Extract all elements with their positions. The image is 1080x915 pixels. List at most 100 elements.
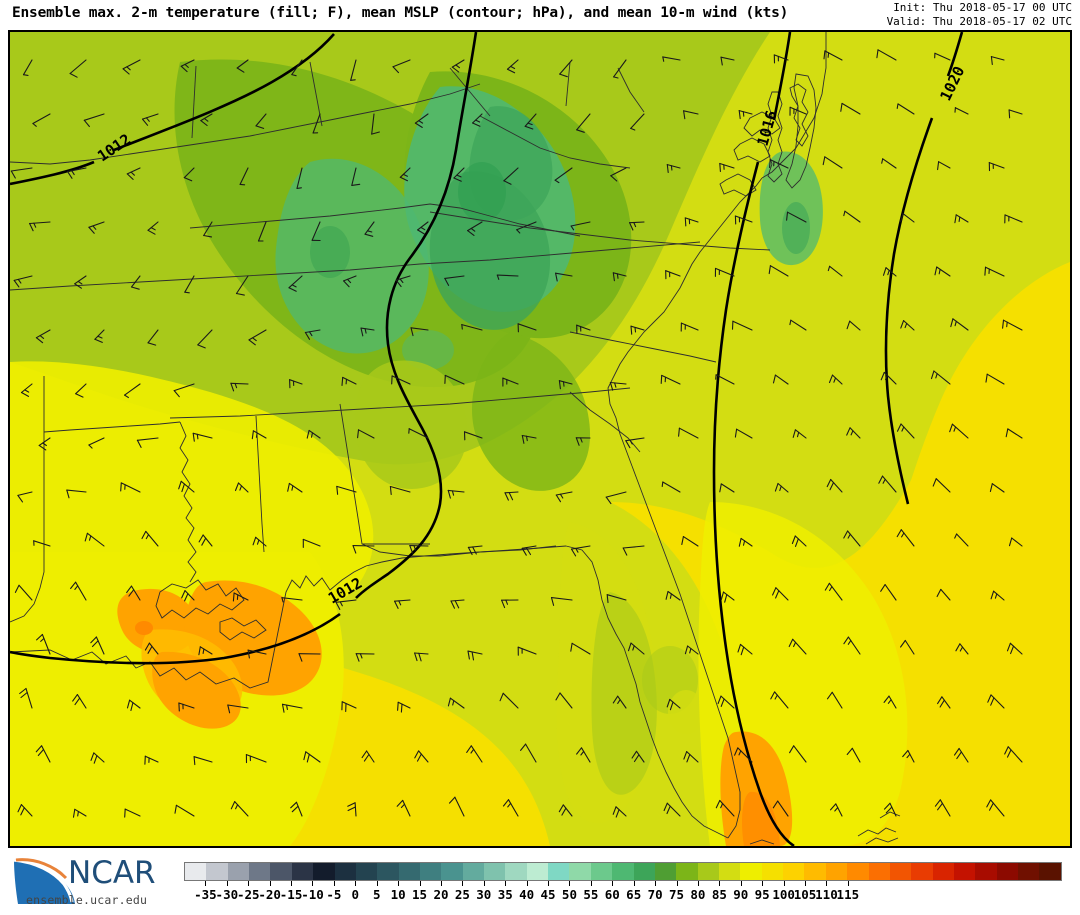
colorbar-tick bbox=[805, 881, 807, 886]
colorbar-tick bbox=[740, 881, 742, 886]
colorbar-cell bbox=[1018, 863, 1040, 880]
colorbar-cell bbox=[270, 863, 292, 880]
colorbar-tick bbox=[655, 881, 657, 886]
colorbar-tick bbox=[526, 881, 528, 886]
colorbar-cell bbox=[633, 863, 655, 880]
colorbar-cell bbox=[441, 863, 463, 880]
colorbar-strip bbox=[184, 862, 1062, 881]
colorbar-tick-label: 75 bbox=[669, 887, 685, 902]
colorbar-tick-labels: -35 -30 -25 -20 -15 -10 -5 0 5 10 15 20 25 30 35 40 45 50… bbox=[184, 887, 1062, 907]
colorbar-tick-label: -30 bbox=[215, 887, 239, 902]
colorbar-tick-label: 10 bbox=[390, 887, 406, 902]
colorbar-tick-label: 95 bbox=[754, 887, 770, 902]
colorbar-cell bbox=[355, 863, 378, 880]
ncar-logo[interactable]: NCAR ensemble.ucar.edu bbox=[6, 854, 174, 910]
colorbar-tick bbox=[676, 881, 678, 886]
header-bar: Ensemble max. 2-m temperature (fill; F),… bbox=[0, 0, 1080, 30]
colorbar-tick-label: 40 bbox=[519, 887, 535, 902]
colorbar-tick bbox=[248, 881, 250, 886]
colorbar-tick-label: 80 bbox=[690, 887, 706, 902]
colorbar-tick-label: 20 bbox=[433, 887, 449, 902]
colorbar-tick-label: 105 bbox=[793, 887, 817, 902]
colorbar-cell bbox=[847, 863, 869, 880]
ncar-wordmark: NCAR bbox=[68, 855, 156, 891]
map-panel[interactable]: 1012 1016 1020 1012 bbox=[8, 30, 1072, 848]
colorbar-tick bbox=[333, 881, 335, 886]
contour-1012-west-b bbox=[113, 33, 335, 152]
colorbar-cell bbox=[291, 863, 314, 880]
colorbar-tick-label: 45 bbox=[540, 887, 556, 902]
contour-1020-a bbox=[946, 32, 964, 77]
weather-map-svg: 1012 1016 1020 1012 bbox=[10, 32, 1070, 846]
colorbar-tick bbox=[612, 881, 614, 886]
colorbar-tick-label: -25 bbox=[236, 887, 260, 902]
colorbar-cell bbox=[868, 863, 890, 880]
colorbar-tick bbox=[505, 881, 507, 886]
contour-1012-main bbox=[355, 32, 478, 599]
colorbar-tick bbox=[783, 881, 785, 886]
colorbar-tick bbox=[376, 881, 378, 886]
temperature-fill-layer bbox=[10, 32, 1070, 846]
colorbar-tick bbox=[633, 881, 635, 886]
colorbar-cell bbox=[804, 863, 826, 880]
page-title: Ensemble max. 2-m temperature (fill; F),… bbox=[12, 5, 789, 21]
map-canvas: 1012 1016 1020 1012 bbox=[10, 32, 1070, 846]
colorbar-tick bbox=[419, 881, 421, 886]
colorbar-cell bbox=[889, 863, 912, 880]
colorbar-cell bbox=[718, 863, 741, 880]
colorbar-cell bbox=[484, 863, 506, 880]
colorbar-tick bbox=[762, 881, 764, 886]
colorbar-tick bbox=[291, 881, 293, 886]
colorbar-tick bbox=[205, 881, 207, 886]
colorbar-tick-label: -10 bbox=[301, 887, 324, 902]
colorbar-cell bbox=[740, 863, 762, 880]
colorbar-tick-label: 0 bbox=[351, 887, 360, 902]
contour-1016-b bbox=[712, 161, 795, 846]
colorbar-cell bbox=[697, 863, 719, 880]
colorbar-cell bbox=[249, 863, 271, 880]
colorbar-cell bbox=[548, 863, 570, 880]
colorbar-cell bbox=[227, 863, 250, 880]
colorbar-tick-label: -5 bbox=[326, 887, 342, 902]
colorbar-cell bbox=[590, 863, 613, 880]
colorbar-tick bbox=[847, 881, 849, 886]
colorbar-cell bbox=[526, 863, 549, 880]
timestamp-block: Init: Thu 2018-05-17 00 UTC Valid: Thu 2… bbox=[887, 1, 1072, 28]
wind-barb-layer bbox=[10, 49, 1023, 818]
colorbar-tick bbox=[590, 881, 592, 886]
colorbar-tick-label: 50 bbox=[561, 887, 577, 902]
colorbar-cell bbox=[676, 863, 698, 880]
colorbar-tick bbox=[483, 881, 485, 886]
ncar-logo-mark bbox=[13, 858, 75, 904]
colorbar-tick-label: 60 bbox=[604, 887, 620, 902]
colorbar-cell bbox=[569, 863, 591, 880]
colorbar-cell bbox=[334, 863, 356, 880]
colorbar-cell bbox=[911, 863, 933, 880]
colorbar-cell bbox=[398, 863, 420, 880]
colorbar-tick bbox=[697, 881, 699, 886]
contour-1020-b bbox=[884, 117, 934, 505]
colorbar-tick bbox=[355, 881, 357, 886]
colorbar-cell bbox=[953, 863, 976, 880]
colorbar[interactable]: -35 -30 -25 -20 -15 -10 -5 0 5 10 15 20 25 30 35 40 45 50… bbox=[184, 862, 1062, 909]
contour-1016-a bbox=[772, 32, 792, 121]
colorbar-tick-label: 85 bbox=[711, 887, 727, 902]
colorbar-tick-label: 15 bbox=[412, 887, 428, 902]
colorbar-tick bbox=[269, 881, 271, 886]
colorbar-tick-label: 100 bbox=[772, 887, 795, 902]
colorbar-cell bbox=[206, 863, 228, 880]
colorbar-cell bbox=[654, 863, 677, 880]
colorbar-tick bbox=[826, 881, 828, 886]
colorbar-cell bbox=[975, 863, 997, 880]
colorbar-tick-label: -35 bbox=[194, 887, 217, 902]
colorbar-tick-label: -20 bbox=[258, 887, 281, 902]
colorbar-tick-label: 65 bbox=[626, 887, 642, 902]
colorbar-tick-label: 55 bbox=[583, 887, 599, 902]
colorbar-tick-label: -15 bbox=[279, 887, 303, 902]
colorbar-tick bbox=[312, 881, 314, 886]
geography-layer bbox=[10, 32, 901, 845]
colorbar-tick-label: 70 bbox=[647, 887, 663, 902]
valid-time-label: Valid: Thu 2018-05-17 02 UTC bbox=[886, 14, 1072, 28]
colorbar-tick-label: 5 bbox=[372, 887, 381, 902]
colorbar-cell bbox=[462, 863, 485, 880]
